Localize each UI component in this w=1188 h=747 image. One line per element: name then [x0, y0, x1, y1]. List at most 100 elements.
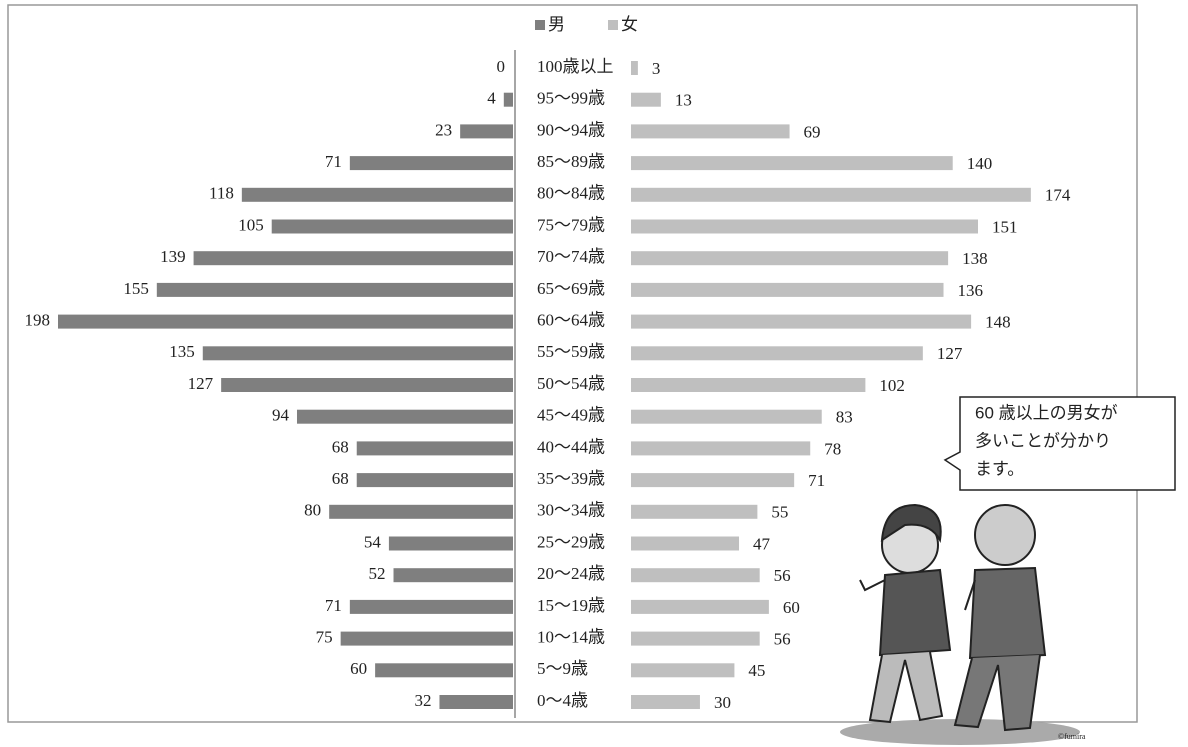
bar-female — [631, 536, 740, 551]
bar-female — [631, 663, 735, 678]
value-label: 32 — [414, 691, 431, 710]
bar-female — [631, 378, 866, 392]
value-label: 56 — [774, 566, 791, 585]
value-label: 174 — [1045, 186, 1071, 205]
annotation-line: 60 歳以上の男女が — [975, 403, 1118, 422]
value-label: 102 — [879, 376, 905, 395]
value-label: 30 — [714, 693, 731, 712]
bar-female — [631, 441, 811, 456]
bar-female — [631, 92, 661, 107]
category-label: 55～59歳 — [537, 342, 605, 361]
bar-male — [439, 695, 513, 709]
category-label: 80～84歳 — [537, 184, 605, 203]
value-label: 54 — [364, 532, 382, 551]
bar-male — [460, 124, 513, 139]
value-label: 3 — [652, 59, 661, 78]
bar-female — [631, 251, 949, 266]
category-label: 35～39歳 — [537, 469, 605, 488]
value-label: 60 — [783, 598, 800, 617]
value-label: 47 — [753, 534, 771, 553]
value-label: 56 — [774, 630, 791, 649]
value-label: 138 — [962, 249, 988, 268]
bar-male — [329, 504, 513, 519]
category-label: 15～19歳 — [537, 596, 605, 615]
bar-male — [221, 378, 514, 392]
illustration — [840, 503, 1080, 745]
category-label: 90～94歳 — [537, 120, 605, 139]
value-label: 105 — [238, 215, 264, 234]
bar-female — [631, 219, 978, 234]
credit: ©fumira — [1058, 732, 1086, 741]
bar-female — [631, 187, 1031, 202]
bar-female — [631, 631, 760, 646]
value-label: 135 — [169, 342, 195, 361]
value-label: 4 — [487, 89, 496, 108]
category-label: 5～9歳 — [537, 659, 588, 678]
bar-male — [388, 536, 513, 551]
bar-male — [193, 251, 513, 266]
value-label: 94 — [272, 406, 290, 425]
bar-male — [296, 409, 513, 424]
legend-label: 男 — [548, 15, 565, 34]
bar-male — [356, 473, 513, 488]
bar-female — [631, 346, 923, 361]
category-label: 60～64歳 — [537, 311, 605, 330]
bar-male — [271, 219, 513, 234]
value-label: 155 — [123, 279, 149, 298]
callout-box — [943, 396, 1176, 491]
bar-male — [375, 663, 513, 678]
legend-swatch — [608, 20, 618, 30]
bar-female — [631, 695, 700, 709]
category-label: 0～4歳 — [537, 691, 588, 710]
legend-swatch — [535, 20, 545, 30]
value-label: 55 — [771, 503, 788, 522]
chart-border — [7, 4, 1138, 723]
value-label: 140 — [967, 154, 993, 173]
category-label: 70～74歳 — [537, 247, 605, 266]
value-label: 52 — [369, 564, 386, 583]
annotation-line: 多いことが分かり — [975, 431, 1111, 450]
value-label: 13 — [675, 91, 692, 110]
bar-female — [631, 156, 953, 171]
bar-male — [340, 631, 513, 646]
value-label: 127 — [937, 344, 963, 363]
value-label: 136 — [958, 281, 984, 300]
value-label: 0 — [497, 57, 506, 76]
value-label: 83 — [836, 408, 853, 427]
bar-female — [631, 409, 822, 424]
category-label: 75～79歳 — [537, 215, 605, 234]
bar-male — [202, 346, 514, 361]
value-label: 78 — [824, 439, 841, 458]
bar-female — [631, 473, 795, 488]
bar-female — [631, 599, 769, 614]
value-label: 23 — [435, 120, 452, 139]
bar-male — [349, 156, 513, 171]
category-label: 20～24歳 — [537, 564, 605, 583]
value-label: 45 — [748, 661, 765, 680]
category-label: 100歳以上 — [537, 57, 614, 76]
bar-female — [631, 314, 972, 329]
category-label: 50～54歳 — [537, 374, 605, 393]
category-label: 25～29歳 — [537, 532, 605, 551]
value-label: 71 — [808, 471, 825, 490]
bar-male — [393, 568, 513, 583]
bar-male — [356, 441, 513, 456]
category-label: 95～99歳 — [537, 89, 605, 108]
value-label: 60 — [350, 659, 367, 678]
bar-female — [631, 568, 760, 583]
category-label: 45～49歳 — [537, 406, 605, 425]
bar-male — [156, 282, 514, 297]
bar-male — [503, 92, 513, 107]
category-label: 40～44歳 — [537, 437, 605, 456]
legend-label: 女 — [621, 15, 638, 34]
value-label: 71 — [325, 152, 342, 171]
value-label: 75 — [316, 628, 333, 647]
bar-female — [631, 124, 790, 139]
value-label: 68 — [332, 437, 349, 456]
category-label: 85～89歳 — [537, 152, 605, 171]
annotation-line: ます。 — [975, 459, 1024, 478]
value-label: 69 — [804, 122, 821, 141]
bar-male — [349, 599, 513, 614]
bar-female — [631, 504, 758, 519]
